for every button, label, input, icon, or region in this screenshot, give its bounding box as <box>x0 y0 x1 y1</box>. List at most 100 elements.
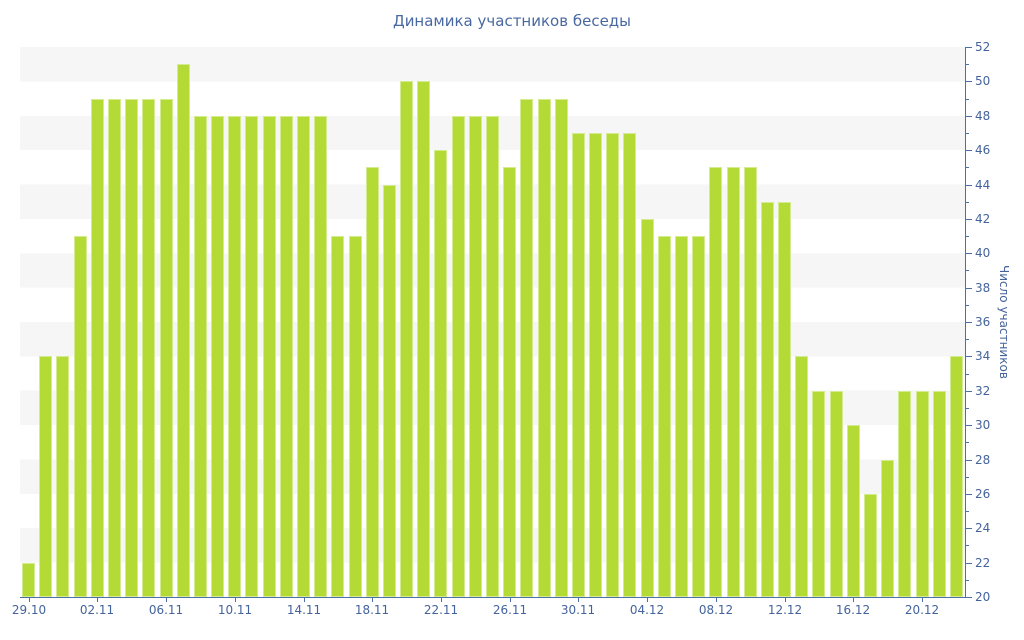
bar-20.11[interactable] <box>400 81 414 597</box>
bar-11.12[interactable] <box>760 201 774 597</box>
bar-30.11[interactable] <box>571 132 585 597</box>
bar-20.12[interactable] <box>915 390 929 597</box>
bar-27.11[interactable] <box>520 98 534 597</box>
y-tick-label: 32 <box>975 384 991 398</box>
x-tick-label: 02.11 <box>79 603 115 617</box>
y-major-tick <box>965 219 972 220</box>
bar-22.12[interactable] <box>949 356 963 597</box>
x-tick-label: 29.10 <box>11 603 47 617</box>
bar-17.12[interactable] <box>864 493 877 597</box>
y-minor-tick <box>965 511 969 512</box>
y-major-tick <box>965 494 972 495</box>
bar-06.12[interactable] <box>675 236 688 597</box>
bar-26.11[interactable] <box>503 167 517 597</box>
bar-15.12[interactable] <box>829 390 843 597</box>
bar-18.12[interactable] <box>881 459 895 597</box>
y-tick-label: 42 <box>975 212 991 226</box>
y-major-tick <box>965 460 972 461</box>
bar-28.11[interactable] <box>537 98 551 597</box>
bar-06.11[interactable] <box>159 98 173 597</box>
bar-08.12[interactable] <box>709 167 723 597</box>
y-minor-tick <box>965 99 969 100</box>
bar-19.11[interactable] <box>382 184 396 597</box>
y-tick-label: 46 <box>975 143 991 157</box>
bar-10.11[interactable] <box>228 115 242 597</box>
y-tick-label: 20 <box>975 590 991 604</box>
y-tick-label: 50 <box>975 74 991 88</box>
x-tick-label: 16.12 <box>835 603 871 617</box>
bar-18.11[interactable] <box>365 167 379 597</box>
bar-21.11[interactable] <box>417 81 431 597</box>
bar-29.11[interactable] <box>554 98 568 597</box>
y-major-tick <box>965 391 972 392</box>
y-tick-label: 26 <box>975 487 991 501</box>
bar-08.11[interactable] <box>193 115 207 597</box>
y-major-tick <box>965 116 972 117</box>
x-tick-label: 12.12 <box>767 603 803 617</box>
y-minor-tick <box>965 408 969 409</box>
y-major-tick <box>965 81 972 82</box>
bar-12.12[interactable] <box>778 201 792 597</box>
bar-05.11[interactable] <box>142 98 156 597</box>
bar-01.11[interactable] <box>73 236 87 597</box>
bar-12.11[interactable] <box>262 115 276 597</box>
bar-24.11[interactable] <box>468 115 482 597</box>
bar-05.12[interactable] <box>657 236 671 597</box>
bar-13.11[interactable] <box>279 115 293 597</box>
bar-22.11[interactable] <box>434 150 448 597</box>
bar-25.11[interactable] <box>486 115 499 597</box>
y-tick-label: 30 <box>975 418 991 432</box>
x-tick <box>29 597 30 602</box>
bar-03.11[interactable] <box>108 98 121 597</box>
bar-14.11[interactable] <box>297 115 310 597</box>
y-minor-tick <box>965 442 969 443</box>
bar-02.12[interactable] <box>606 132 620 597</box>
bar-16.11[interactable] <box>331 236 345 597</box>
bar-14.12[interactable] <box>812 390 826 597</box>
bar-07.11[interactable] <box>176 64 190 597</box>
bar-29.10[interactable] <box>22 562 36 597</box>
y-tick-label: 28 <box>975 453 991 467</box>
y-major-tick <box>965 597 972 598</box>
bar-01.12[interactable] <box>589 132 603 597</box>
y-tick-label: 48 <box>975 109 991 123</box>
x-tick <box>785 597 786 602</box>
bar-16.12[interactable] <box>846 425 860 597</box>
bar-21.12[interactable] <box>932 390 946 597</box>
y-minor-tick <box>965 202 969 203</box>
bar-23.11[interactable] <box>451 115 465 597</box>
x-tick-label: 08.12 <box>698 603 734 617</box>
bar-09.11[interactable] <box>211 115 225 597</box>
x-tick-label: 10.11 <box>217 603 253 617</box>
y-major-tick <box>965 185 972 186</box>
x-tick <box>441 597 442 602</box>
bar-11.11[interactable] <box>245 115 259 597</box>
x-tick <box>647 597 648 602</box>
bar-30.10[interactable] <box>39 356 53 597</box>
y-tick-label: 38 <box>975 281 991 295</box>
y-tick-label: 52 <box>975 40 991 54</box>
y-minor-tick <box>965 167 969 168</box>
y-major-tick <box>965 253 972 254</box>
x-tick <box>922 597 923 602</box>
bar-04.12[interactable] <box>640 218 654 597</box>
bar-17.11[interactable] <box>348 236 362 597</box>
bar-02.11[interactable] <box>90 98 104 597</box>
x-tick-label: 22.11 <box>423 603 459 617</box>
y-tick-label: 24 <box>975 521 991 535</box>
x-tick <box>235 597 236 602</box>
bar-19.12[interactable] <box>898 390 912 597</box>
bar-04.11[interactable] <box>125 98 139 597</box>
y-tick-label: 40 <box>975 246 991 260</box>
bar-03.12[interactable] <box>623 132 637 597</box>
bar-07.12[interactable] <box>692 236 706 597</box>
bar-10.12[interactable] <box>743 167 757 597</box>
y-major-tick <box>965 425 972 426</box>
bar-09.12[interactable] <box>726 167 740 597</box>
bar-13.12[interactable] <box>795 356 809 597</box>
y-minor-tick <box>965 545 969 546</box>
bar-15.11[interactable] <box>314 115 328 597</box>
x-tick <box>304 597 305 602</box>
bar-31.10[interactable] <box>56 356 70 597</box>
x-tick <box>510 597 511 602</box>
